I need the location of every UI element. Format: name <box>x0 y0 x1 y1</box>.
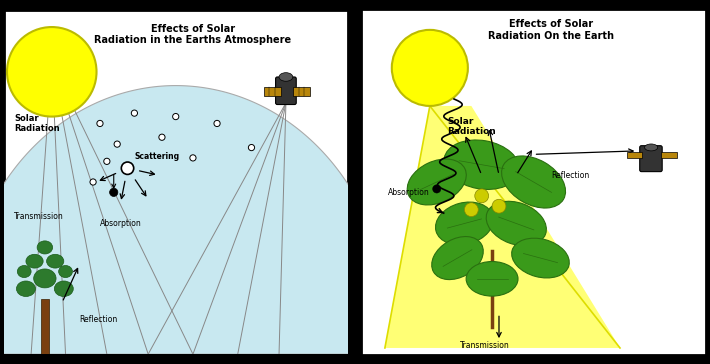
FancyBboxPatch shape <box>640 146 662 172</box>
Ellipse shape <box>55 281 73 297</box>
Ellipse shape <box>444 140 520 189</box>
Text: Reflection: Reflection <box>551 171 589 179</box>
Text: Reflection: Reflection <box>80 315 118 324</box>
Ellipse shape <box>26 254 43 268</box>
Circle shape <box>104 158 110 165</box>
Circle shape <box>190 155 196 161</box>
Circle shape <box>7 27 97 116</box>
Circle shape <box>159 134 165 141</box>
Circle shape <box>121 162 133 174</box>
Polygon shape <box>40 299 49 354</box>
Circle shape <box>492 199 506 213</box>
Text: Transmission: Transmission <box>14 212 64 221</box>
Text: Effects of Solar
Radiation On the Earth: Effects of Solar Radiation On the Earth <box>488 20 614 41</box>
Circle shape <box>97 120 103 127</box>
Text: Solar
Radiation: Solar Radiation <box>14 114 60 133</box>
Circle shape <box>109 188 118 197</box>
Ellipse shape <box>47 254 64 268</box>
Text: Absorption: Absorption <box>100 219 142 228</box>
Text: Absorption: Absorption <box>388 188 430 197</box>
Polygon shape <box>0 86 389 354</box>
Ellipse shape <box>33 269 56 288</box>
Ellipse shape <box>37 241 53 254</box>
FancyBboxPatch shape <box>293 87 310 96</box>
Circle shape <box>392 30 468 106</box>
Ellipse shape <box>466 261 518 296</box>
Ellipse shape <box>645 144 657 151</box>
Ellipse shape <box>408 159 466 205</box>
Circle shape <box>90 179 96 185</box>
Text: Effects of Solar
Radiation in the Earths Atmosphere: Effects of Solar Radiation in the Earths… <box>94 24 292 45</box>
Circle shape <box>173 114 179 120</box>
Circle shape <box>432 185 441 193</box>
Text: Scattering: Scattering <box>134 153 180 161</box>
Text: Transmission: Transmission <box>460 341 510 350</box>
Circle shape <box>114 141 120 147</box>
Circle shape <box>248 145 255 151</box>
Ellipse shape <box>486 201 547 246</box>
FancyBboxPatch shape <box>263 87 280 96</box>
Ellipse shape <box>501 156 566 208</box>
Text: Solar
Radiation: Solar Radiation <box>447 117 496 136</box>
Circle shape <box>475 189 488 203</box>
Circle shape <box>131 110 138 116</box>
Ellipse shape <box>16 281 36 297</box>
Circle shape <box>464 203 479 217</box>
Ellipse shape <box>279 73 293 81</box>
Circle shape <box>214 120 220 127</box>
FancyBboxPatch shape <box>627 151 643 158</box>
Ellipse shape <box>59 265 72 278</box>
Polygon shape <box>385 106 620 348</box>
Ellipse shape <box>435 202 493 245</box>
Ellipse shape <box>17 265 31 278</box>
Ellipse shape <box>512 238 569 278</box>
FancyBboxPatch shape <box>275 77 296 104</box>
Ellipse shape <box>432 237 484 280</box>
FancyBboxPatch shape <box>662 151 677 158</box>
